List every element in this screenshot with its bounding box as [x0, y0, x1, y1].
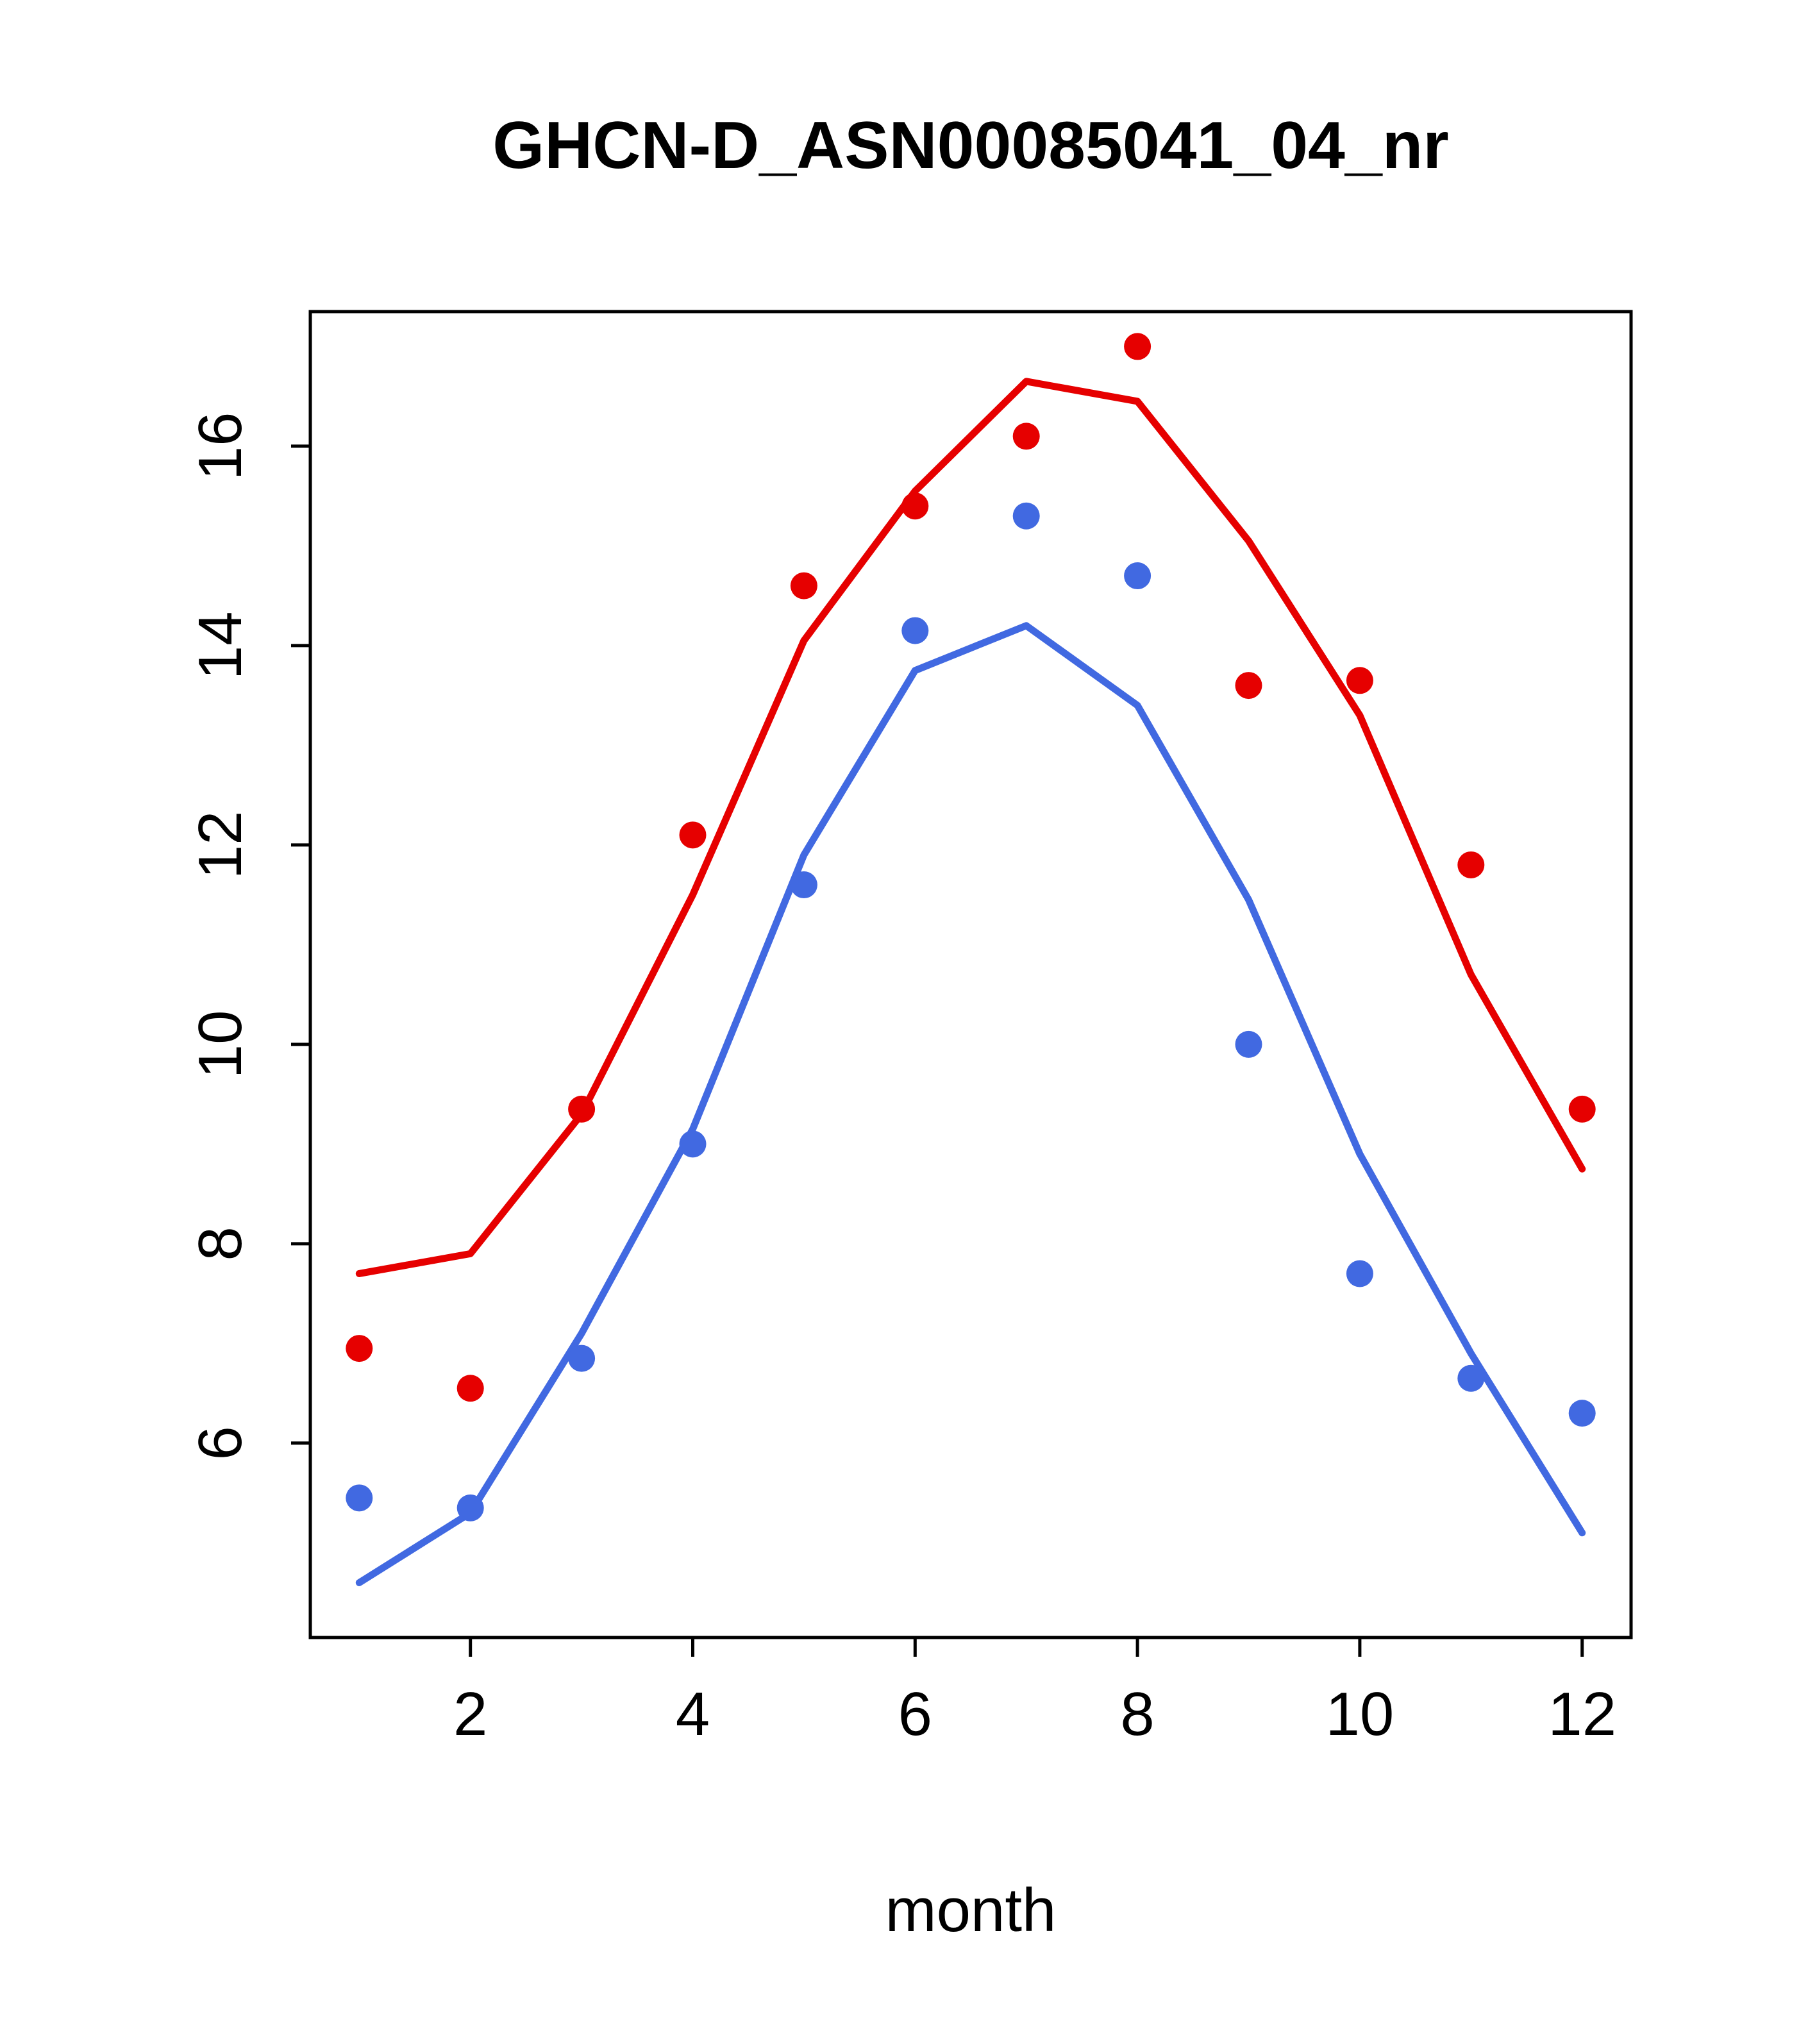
data-point-blue-observations [1235, 1030, 1262, 1058]
data-point-red-observations [568, 1095, 596, 1123]
x-tick-label: 10 [1326, 1680, 1394, 1748]
data-point-red-observations [1346, 667, 1373, 694]
chart-title: GHCN-D_ASN00085041_04_nr [492, 108, 1449, 183]
series-line-red-curve [355, 378, 1586, 1277]
data-point-blue-observations [568, 1345, 596, 1372]
series-line-blue-curve [355, 622, 1586, 1586]
y-tick-label: 16 [186, 412, 255, 481]
plot-border [308, 310, 1633, 1639]
data-point-blue-observations [346, 1484, 373, 1512]
data-point-red-observations [679, 821, 707, 849]
x-axis-label: month [885, 1876, 1057, 1945]
data-point-red-observations [346, 1335, 373, 1362]
data-point-red-observations [1235, 672, 1262, 699]
data-point-red-observations [1457, 851, 1485, 878]
data-point-blue-observations [456, 1494, 484, 1521]
data-point-blue-observations [679, 1130, 707, 1158]
data-point-red-observations [901, 492, 929, 520]
x-tick-label: 8 [1120, 1680, 1154, 1748]
data-point-blue-observations [1012, 502, 1040, 530]
data-point-blue-observations [1124, 562, 1151, 590]
data-point-red-observations [456, 1375, 484, 1402]
data-point-red-observations [1012, 423, 1040, 450]
data-point-red-observations [790, 572, 817, 599]
data-point-blue-observations [790, 871, 817, 899]
x-tick-label: 6 [898, 1680, 932, 1748]
data-point-blue-observations [1568, 1400, 1596, 1427]
x-tick-label: 4 [676, 1680, 710, 1748]
y-tick-label: 12 [186, 810, 255, 879]
y-tick-label: 10 [186, 1010, 255, 1078]
y-tick-label: 6 [186, 1426, 255, 1460]
y-tick-label: 14 [186, 611, 255, 680]
data-point-blue-observations [901, 617, 929, 644]
data-point-red-observations [1568, 1095, 1596, 1123]
data-point-blue-observations [1457, 1364, 1485, 1392]
data-point-blue-observations [1346, 1260, 1373, 1287]
data-point-red-observations [1124, 333, 1151, 360]
y-tick-label: 8 [186, 1227, 255, 1261]
x-tick-label: 2 [453, 1680, 487, 1748]
x-tick-label: 12 [1548, 1680, 1616, 1748]
